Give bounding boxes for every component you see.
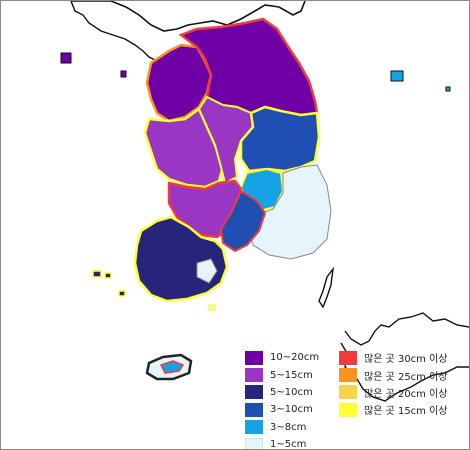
tsushima-island (318, 266, 335, 309)
snow-legend-swatch (245, 350, 263, 365)
snow-legend-row: 3~8cm (245, 419, 319, 436)
snow-legend-row: 10~20cm (245, 349, 319, 366)
region-gyeongnam-west (219, 189, 267, 253)
snow-legend-row: 3~10cm (245, 401, 319, 418)
heavy-legend-row: 많은 곳 15cm 이상 (339, 401, 448, 418)
ulleungdo-island (390, 70, 404, 82)
southern-island-4 (208, 304, 216, 311)
western-island-2 (120, 70, 127, 78)
snow-legend-swatch (245, 420, 263, 435)
region-gyeongnam (248, 164, 332, 260)
snow-legend-row: 5~10cm (245, 384, 319, 401)
snow-legend-label: 5~10cm (270, 386, 313, 398)
heavy-legend-swatch (339, 385, 357, 400)
snow-legend-swatch (245, 402, 263, 417)
heavy-legend-swatch (339, 402, 357, 417)
japan-coast-outline (344, 312, 469, 346)
region-jeonnam-coast (196, 258, 218, 284)
region-chungnam (143, 107, 225, 189)
north-korea-coast (70, 1, 158, 62)
heavy-legend-swatch (339, 368, 357, 383)
snow-legend-label: 1~5cm (270, 439, 307, 450)
region-gyeongbuk-north (239, 105, 321, 173)
north-korea-outline (71, 1, 306, 32)
heavy-legend-label: 많은 곳 30cm 이상 (364, 354, 448, 366)
heavy-legend-label: 많은 곳 15cm 이상 (364, 406, 448, 418)
snow-legend-swatch (245, 385, 263, 400)
snow-legend-label: 3~8cm (270, 421, 307, 433)
snow-legend-row: 1~5cm (245, 436, 319, 450)
heavy-legend-swatch (339, 350, 357, 365)
heavy-legend-label: 많은 곳 20cm 이상 (364, 388, 448, 400)
dokdo-island (445, 86, 451, 92)
snow-legend-row: 5~15cm (245, 366, 319, 383)
southwest-island-2 (104, 272, 112, 279)
snow-legend-swatch (245, 437, 263, 449)
heavy-legend-row: 많은 곳 20cm 이상 (339, 384, 448, 401)
heavy-legend-row: 많은 곳 30cm 이상 (339, 349, 448, 366)
heavy-legend-label: 많은 곳 25cm 이상 (364, 371, 448, 383)
region-chungbuk (197, 95, 255, 185)
snow-legend-label: 5~15cm (270, 369, 313, 381)
snow-legend-swatch (245, 368, 263, 383)
southwest-island-3 (118, 290, 126, 297)
heavy-legend-row: 많은 곳 25cm 이상 (339, 366, 448, 383)
jeju-highland (159, 360, 185, 374)
snowfall-amount-legend: 10~20cm 5~15cm 5~10cm 3~10cm 3~8cm 1~5cm (245, 349, 319, 450)
southwest-island-1 (92, 270, 102, 278)
snow-legend-label: 3~10cm (270, 404, 313, 416)
western-island (60, 52, 72, 64)
region-gyeonggi (145, 43, 213, 123)
snow-legend-label: 10~20cm (270, 352, 320, 364)
